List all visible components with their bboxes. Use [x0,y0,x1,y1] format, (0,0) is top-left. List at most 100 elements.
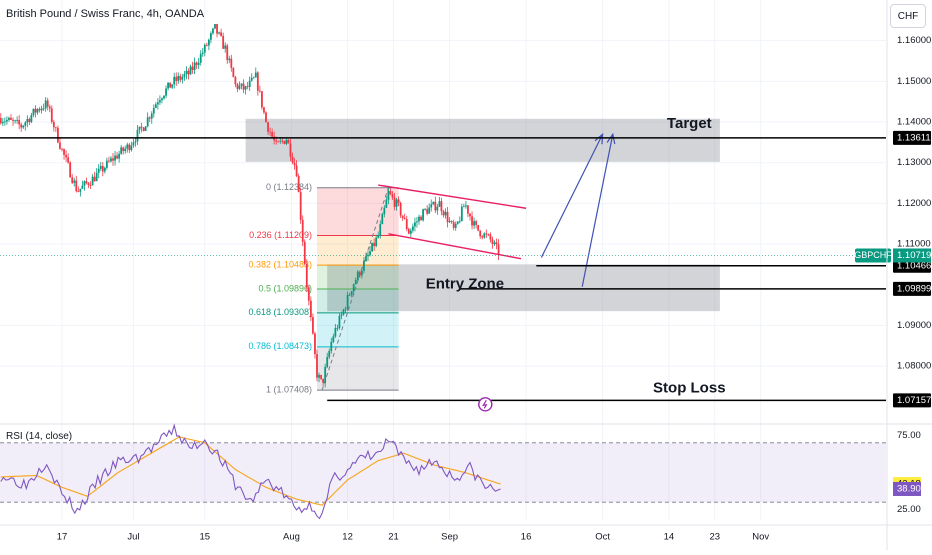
candle-body [246,86,249,88]
channel-lower-line [388,233,522,260]
stop-loss-label: Stop Loss [653,379,726,396]
channel-upper-line [378,184,527,209]
fib-level-label: 0.5 (1.09896) [258,283,312,293]
candle-body [487,234,490,236]
candle-body [475,221,478,225]
candle-body [403,217,406,220]
candle-body [10,117,12,120]
rsi-value-badge [893,481,921,496]
target-label: Target [667,115,712,132]
candle-body [118,153,121,159]
candle-body [428,207,431,214]
candle-body [136,129,139,142]
candle-body [409,230,412,234]
x-tick-label: Jul [127,532,139,543]
candle-body [497,244,500,256]
level-price-label: 1.10466 [897,260,931,271]
candle-body [448,221,451,223]
candle-body [216,24,218,34]
candle-body [42,108,45,110]
candle-body [383,207,386,215]
candle-body [418,216,420,222]
candle-body [371,242,373,252]
candle-body [354,280,357,285]
candle-body [3,121,6,123]
candle-body [44,100,47,109]
candle-body [89,185,92,186]
candle-body [191,66,194,70]
candle-body [75,180,78,192]
candle-body [352,284,355,292]
x-tick-label: Aug [283,532,300,543]
x-tick-label: 12 [342,532,353,543]
candle-body [218,32,220,34]
candle-body [116,155,118,159]
candle-body [405,219,408,230]
candle-body [479,230,482,237]
candle-body [232,67,235,78]
candle-body [305,263,308,288]
candle-body [187,70,190,75]
candle-body [436,206,439,211]
candle-body [299,192,302,220]
candle-body [275,140,278,142]
candle-body [87,183,90,186]
candle-body [242,83,245,90]
candle-body [477,224,480,231]
candle-body [57,127,59,143]
zone-box [245,118,720,162]
candle-body [156,102,159,105]
candle-body [20,124,23,128]
candle-body [495,242,498,245]
currency-badge[interactable]: CHF [890,4,926,28]
candle-body [18,119,21,125]
last-price-label: 1.10719 [897,250,931,261]
symbol-badge [855,248,891,263]
rsi-line [0,423,501,520]
candle-body [81,185,84,189]
candle-body [340,314,343,316]
candle-body [165,88,167,96]
candle-body [189,66,192,75]
candle-body [320,374,322,379]
candle-body [291,156,294,163]
candle-body [85,181,88,184]
candle-body [6,119,8,122]
candle-body [244,86,247,90]
candle-body [269,131,271,133]
candle-body [430,204,433,208]
candle-body [377,235,380,238]
candle-body [360,270,363,276]
candle-body [132,142,135,146]
candle-body [28,118,31,123]
candle-body [265,112,267,123]
candle-body [467,205,469,214]
fib-band [317,235,399,266]
candle-body [456,221,459,224]
level-price-badge [893,130,931,145]
candle-body [285,139,288,144]
candle-body [293,162,296,166]
candle-body [414,222,416,227]
candle-body [59,142,61,149]
x-tick-label: 16 [521,532,532,543]
candle-body [277,141,280,143]
candle-body [201,52,204,54]
candle-body [261,91,263,108]
candle-body [450,221,453,223]
candle-body [161,98,163,101]
candle-body [171,84,174,88]
candle-body [148,117,151,119]
candle-body [256,72,259,91]
candle-body [358,271,361,276]
candle-body [401,215,404,218]
candle-body [61,148,63,150]
candle-body [73,180,76,183]
candle-body [365,256,367,262]
candle-body [342,309,345,315]
candle-body [50,108,53,122]
candle-body [52,121,55,128]
candle-body [420,216,422,221]
last-price-badge [893,248,931,263]
